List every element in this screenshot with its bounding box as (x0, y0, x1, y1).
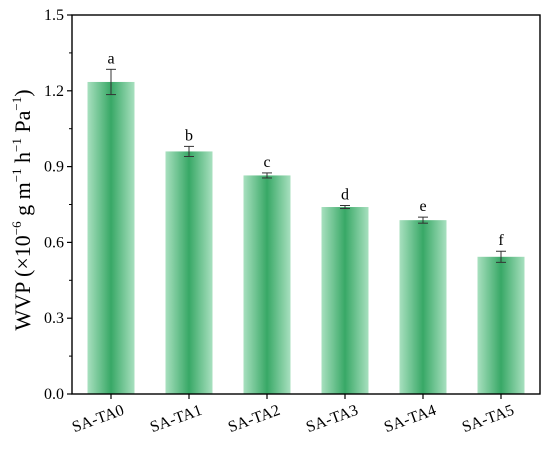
x-tick-label-SA-TA4: SA-TA4 (382, 402, 438, 436)
y-tick-label-0.6: 0.6 (44, 234, 64, 251)
x-tick-label-SA-TA0: SA-TA0 (70, 402, 126, 436)
x-tick-label-SA-TA1: SA-TA1 (148, 402, 204, 436)
x-tick-label-SA-TA5: SA-TA5 (460, 402, 516, 436)
plot-area: a SA-TA0 b SA-TA1 c SA-TA2 d SA-TA3 e SA-TA4 f SA-T… (44, 7, 541, 436)
bar-SA-TA3 (321, 207, 369, 394)
significance-label-c: c (263, 154, 270, 171)
bar-SA-TA2 (243, 175, 291, 394)
bar-SA-TA1 (165, 151, 213, 394)
bar-SA-TA5 (477, 256, 525, 394)
y-tick-label-0.0: 0.0 (44, 386, 64, 403)
significance-label-d: d (341, 187, 349, 204)
plot-frame (71, 14, 541, 395)
significance-label-b: b (185, 127, 193, 144)
y-tick-label-0.3: 0.3 (44, 310, 64, 327)
y-tick-label-1.2: 1.2 (44, 83, 64, 100)
y-tick-label-0.9: 0.9 (44, 159, 64, 176)
x-tick-label-SA-TA3: SA-TA3 (304, 402, 360, 436)
y-axis-label: WVP (×10−6 g m−1 h−1 Pa−1) (9, 89, 35, 330)
significance-label-a: a (107, 50, 114, 67)
significance-label-e: e (419, 198, 426, 215)
x-tick-label-SA-TA2: SA-TA2 (226, 402, 282, 436)
y-tick-label-1.5: 1.5 (44, 7, 64, 24)
bar-SA-TA4 (399, 220, 447, 394)
significance-label-f: f (498, 232, 504, 249)
bar-SA-TA0 (87, 81, 135, 394)
